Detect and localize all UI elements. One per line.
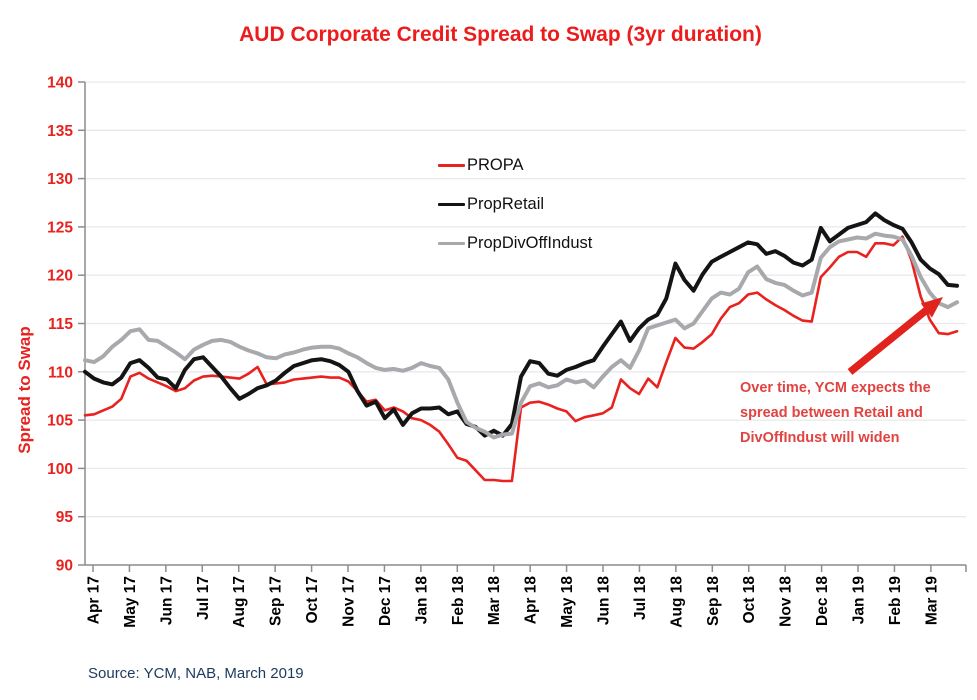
x-tick-label: Jun 18 (596, 576, 613, 625)
legend-item-propretail: PropRetail (438, 185, 592, 224)
x-tick-label: Mar 19 (923, 576, 940, 625)
y-tick-label: 90 (56, 558, 73, 575)
x-tick-label: Oct 18 (741, 576, 758, 624)
legend-swatch-propa (438, 164, 465, 167)
x-tick-label: Apr 17 (86, 576, 103, 624)
legend-swatch-propretail (438, 202, 465, 207)
y-tick-label: 130 (47, 171, 73, 188)
y-tick-label: 100 (47, 461, 73, 478)
x-tick-label: Nov 18 (778, 576, 795, 627)
trend-arrow-head (920, 297, 943, 318)
trend-arrow (847, 305, 932, 375)
annotation-line-1: Over time, YCM expects the (740, 380, 931, 396)
x-tick-label: Apr 18 (523, 576, 540, 625)
x-tick-label: Sep 17 (268, 576, 285, 626)
x-tick-label: Jun 17 (158, 576, 175, 625)
annotation-text: Over time, YCM expects the spread betwee… (740, 376, 970, 451)
x-tick-label: Oct 17 (304, 576, 321, 623)
x-tick-label: May 18 (559, 576, 576, 628)
legend-label-propretail: PropRetail (467, 195, 545, 213)
legend-item-propa: PROPA (438, 146, 592, 185)
x-tick-label: Jul 17 (195, 576, 212, 620)
legend: PROPA PropRetail PropDivOffIndust (438, 146, 592, 263)
x-tick-label: Feb 18 (450, 576, 467, 625)
y-tick-label: 110 (48, 364, 73, 381)
source-note: Source: YCM, NAB, March 2019 (88, 665, 304, 682)
x-tick-label: Feb 19 (887, 576, 904, 625)
x-tick-label: Aug 18 (668, 576, 685, 628)
y-tick-label: 105 (47, 413, 73, 430)
x-tick-label: Jan 18 (413, 576, 430, 625)
x-tick-label: Mar 18 (486, 576, 503, 625)
legend-label-propdivoffindust: PropDivOffIndust (467, 234, 593, 252)
y-tick-label: 120 (47, 268, 73, 285)
y-tick-label: 140 (47, 75, 73, 92)
x-tick-label: May 17 (122, 576, 139, 628)
x-tick-label: Dec 18 (814, 576, 831, 626)
legend-swatch-propdivoffindust (438, 241, 465, 246)
annotation-line-3: DivOffIndust will widen (740, 430, 900, 446)
x-tick-label: Jul 18 (632, 576, 649, 620)
x-tick-label: Aug 17 (231, 576, 248, 628)
x-tick-label: Jan 19 (851, 576, 868, 625)
legend-item-propdivoffindust: PropDivOffIndust (438, 224, 592, 263)
x-tick-label: Sep 18 (705, 576, 722, 626)
x-tick-label: Dec 17 (377, 576, 394, 626)
y-tick-label: 95 (56, 509, 74, 526)
chart-title: AUD Corporate Credit Spread to Swap (3yr… (239, 23, 762, 46)
y-tick-label: 125 (47, 219, 73, 236)
legend-label-propa: PROPA (467, 156, 524, 174)
y-axis-title: Spread to Swap (15, 326, 34, 454)
annotation-line-2: spread between Retail and (740, 405, 923, 421)
x-tick-label: Nov 17 (341, 576, 358, 627)
y-tick-label: 115 (48, 316, 73, 333)
y-tick-label: 135 (47, 123, 73, 140)
series-line-propdivoffindust (83, 231, 959, 440)
series-line-propretail (83, 211, 959, 438)
